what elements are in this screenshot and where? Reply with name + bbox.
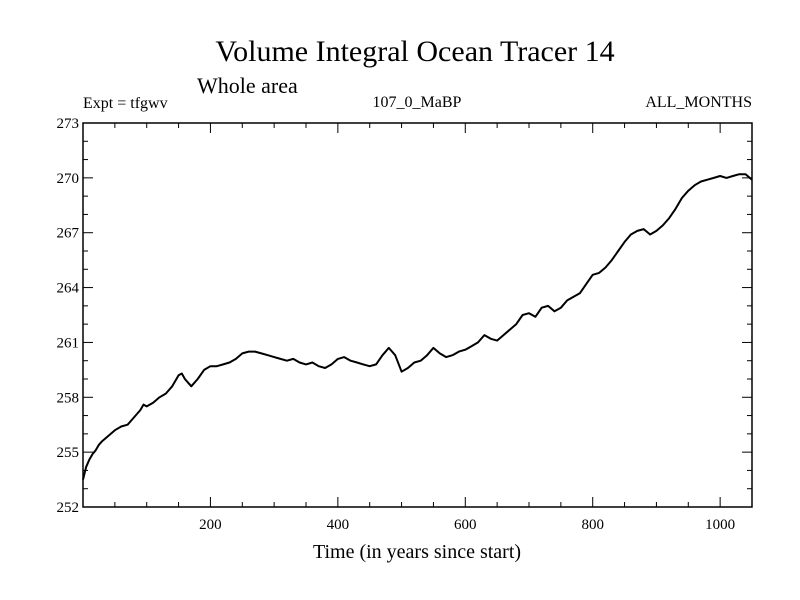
chart-subtitle: Whole area xyxy=(197,73,298,98)
x-tick-label: 800 xyxy=(581,517,604,533)
plot-frame xyxy=(82,122,753,508)
x-axis: 200 400 600 800 1000 xyxy=(114,123,735,533)
x-tick-label: 600 xyxy=(454,517,477,533)
x-tick-label: 1000 xyxy=(705,517,735,533)
y-tick-label: 252 xyxy=(57,500,80,516)
period-label: 107_0_MaBP xyxy=(373,94,462,111)
y-tick-label: 273 xyxy=(57,116,80,132)
y-tick-label: 261 xyxy=(57,335,80,351)
y-axis: 252 255 258 261 264 267 270 273 xyxy=(57,116,752,516)
y-tick-label: 270 xyxy=(57,171,80,187)
months-label: ALL_MONTHS xyxy=(645,94,752,111)
x-tick-label: 400 xyxy=(327,517,350,533)
y-tick-label: 264 xyxy=(57,281,80,297)
y-tick-label: 255 xyxy=(57,445,80,461)
x-tick-label: 200 xyxy=(199,517,222,533)
x-axis-label: Time (in years since start) xyxy=(313,541,521,563)
chart-title: Volume Integral Ocean Tracer 14 xyxy=(215,35,614,68)
y-tick-label: 258 xyxy=(57,390,80,406)
series-line xyxy=(82,173,753,480)
experiment-label: Expt = tfgwv xyxy=(83,95,168,112)
y-tick-label: 267 xyxy=(57,226,80,242)
